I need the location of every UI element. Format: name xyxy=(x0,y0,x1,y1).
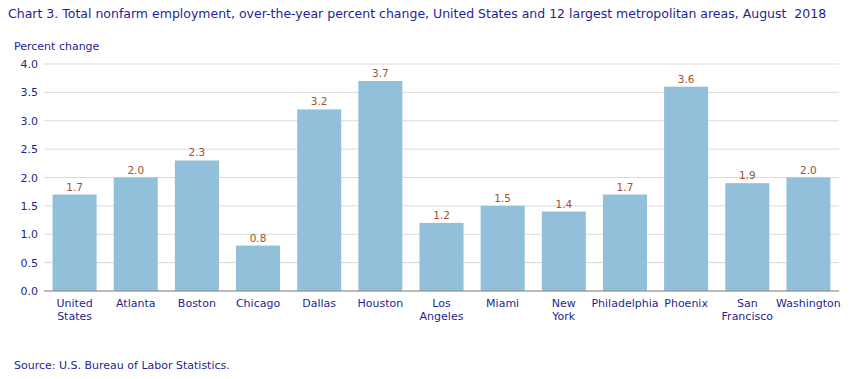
x-tick-label-line: Atlanta xyxy=(116,297,155,310)
y-tick-label: 2.0 xyxy=(21,172,39,185)
x-tick-label-line: United xyxy=(56,297,92,310)
x-tick-label-line: New xyxy=(552,297,576,310)
grid xyxy=(44,64,839,291)
y-tick-label: 0.0 xyxy=(21,285,39,298)
data-label: 0.8 xyxy=(250,232,267,244)
bar xyxy=(358,81,402,291)
x-tick-label-line: Houston xyxy=(357,297,403,310)
x-tick-label: Dallas xyxy=(302,297,336,310)
x-tick-label: Washington xyxy=(776,297,841,310)
grid-line xyxy=(44,92,839,93)
y-axis-label: Percent change xyxy=(14,40,100,53)
bar xyxy=(603,195,647,291)
data-label: 2.0 xyxy=(127,164,144,176)
x-tick-label-line: States xyxy=(57,310,92,323)
y-tick-label: 1.5 xyxy=(21,200,39,213)
x-tick-label: Boston xyxy=(178,297,216,310)
y-tick-label: 3.5 xyxy=(21,86,39,99)
data-label: 1.5 xyxy=(494,192,511,204)
bar xyxy=(297,109,341,291)
page: {"chart_data": { "type": "bar", "title":… xyxy=(0,0,851,379)
x-axis-line xyxy=(44,291,839,292)
x-tick-label: Philadelphia xyxy=(591,297,658,310)
x-tick-label-line: Washington xyxy=(776,297,841,310)
data-label: 1.4 xyxy=(555,198,572,210)
data-label: 3.6 xyxy=(678,73,695,85)
x-tick-label-line: Chicago xyxy=(236,297,280,310)
source: Source: U.S. Bureau of Labor Statistics. xyxy=(14,359,230,372)
bar xyxy=(664,87,708,291)
x-tick-label-line: Phoenix xyxy=(664,297,708,310)
x-tick-label-line: Dallas xyxy=(302,297,336,310)
data-label: 2.0 xyxy=(800,164,817,176)
data-label: 1.2 xyxy=(433,209,450,221)
y-tick-label: 2.5 xyxy=(21,143,39,156)
bar xyxy=(114,178,158,292)
grid-line xyxy=(44,205,839,206)
data-label: 1.7 xyxy=(617,181,634,193)
x-tick-label: Chicago xyxy=(236,297,280,310)
bar xyxy=(481,206,525,291)
x-tick-label: UnitedStates xyxy=(56,297,92,323)
data-label: 2.3 xyxy=(189,146,206,158)
bar xyxy=(236,246,280,291)
x-tick-label-line: Boston xyxy=(178,297,216,310)
x-tick-label-line: York xyxy=(551,310,576,323)
bar xyxy=(53,195,97,291)
data-label: 1.9 xyxy=(739,169,756,181)
x-tick-label: LosAngeles xyxy=(420,297,464,323)
x-tick-label: Miami xyxy=(486,297,519,310)
data-label: 1.7 xyxy=(66,181,83,193)
grid-line xyxy=(44,120,839,121)
data-label: 3.2 xyxy=(311,95,328,107)
x-tick-label: Phoenix xyxy=(664,297,708,310)
bar xyxy=(786,178,830,292)
y-tick-label: 0.5 xyxy=(21,257,39,270)
grid-line xyxy=(44,64,839,65)
x-tick-label: SanFrancisco xyxy=(722,297,774,323)
x-tick-label-line: Philadelphia xyxy=(591,297,658,310)
x-tick-label: Houston xyxy=(357,297,403,310)
bar xyxy=(725,183,769,291)
grid-line xyxy=(44,291,839,292)
grid-line xyxy=(44,177,839,178)
chart: Chart 3. Total nonfarm employment, over-… xyxy=(0,0,851,379)
bar xyxy=(542,212,586,291)
x-tick-label-line: Francisco xyxy=(722,310,774,323)
grid-line xyxy=(44,149,839,150)
x-tick-label: Atlanta xyxy=(116,297,155,310)
title: Chart 3. Total nonfarm employment, over-… xyxy=(8,6,826,21)
bar xyxy=(419,223,463,291)
y-tick-label: 4.0 xyxy=(21,58,39,71)
data-label: 3.7 xyxy=(372,67,389,79)
x-tick-label-line: San xyxy=(737,297,758,310)
bar xyxy=(175,160,219,291)
y-tick-label: 3.0 xyxy=(21,115,39,128)
x-tick-label-line: Los xyxy=(432,297,451,310)
y-tick-label: 1.0 xyxy=(21,228,39,241)
x-tick-label-line: Miami xyxy=(486,297,519,310)
x-tick-label-line: Angeles xyxy=(420,310,464,323)
x-tick-label: NewYork xyxy=(551,297,576,323)
bars xyxy=(53,81,831,291)
